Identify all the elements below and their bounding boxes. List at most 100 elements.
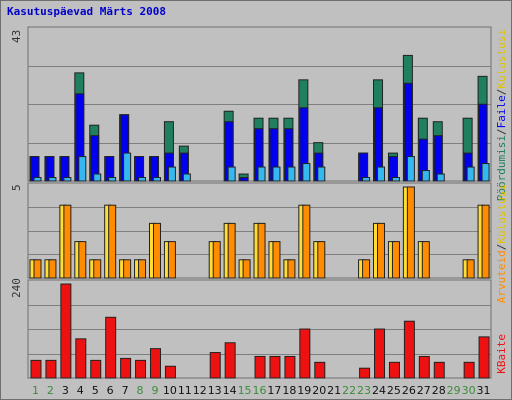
bar-hosts-26 xyxy=(406,186,415,279)
day-label-15: 15 xyxy=(238,384,252,397)
bar-kbytes-17 xyxy=(269,355,281,379)
day-label-21: 21 xyxy=(327,384,341,397)
bar-visits-23 xyxy=(362,177,371,182)
bar-hosts-30 xyxy=(466,259,475,279)
day-label-23: 23 xyxy=(357,384,371,397)
bar-files-23 xyxy=(359,152,369,182)
bar-kbytes-5 xyxy=(90,359,102,379)
bar-kbytes-18 xyxy=(284,355,296,379)
bar-kbytes-4 xyxy=(75,338,87,379)
bar-kbytes-16 xyxy=(254,355,266,379)
bar-hosts-13 xyxy=(212,241,221,279)
bar-kbytes-23 xyxy=(359,367,371,379)
day-label-16: 16 xyxy=(253,384,267,397)
bar-visits-24 xyxy=(377,166,386,182)
day-label-1: 1 xyxy=(32,384,39,397)
bar-visits-27 xyxy=(421,170,430,182)
bar-kbytes-19 xyxy=(299,328,311,379)
bar-hosts-27 xyxy=(421,241,430,279)
bar-visits-16 xyxy=(257,166,266,182)
bar-kbytes-30 xyxy=(463,361,475,379)
bar-visits-14 xyxy=(227,166,236,182)
bar-kbytes-28 xyxy=(433,361,445,379)
bar-visits-1 xyxy=(33,177,42,182)
bar-kbytes-25 xyxy=(388,361,400,379)
bar-hosts-19 xyxy=(302,204,311,279)
bar-files-15 xyxy=(239,177,249,182)
day-label-4: 4 xyxy=(77,384,84,397)
bar-visits-26 xyxy=(406,156,415,182)
bar-visits-6 xyxy=(108,177,117,182)
day-label-25: 25 xyxy=(387,384,401,397)
day-label-12: 12 xyxy=(193,384,207,397)
bar-visits-9 xyxy=(152,177,161,182)
day-label-26: 26 xyxy=(402,384,416,397)
day-label-2: 2 xyxy=(47,384,54,397)
bar-visits-30 xyxy=(466,166,475,182)
bar-kbytes-10 xyxy=(164,365,176,379)
day-label-7: 7 xyxy=(122,384,129,397)
day-label-11: 11 xyxy=(178,384,192,397)
day-label-29: 29 xyxy=(447,384,461,397)
bar-visits-31 xyxy=(481,163,490,182)
bar-kbytes-24 xyxy=(374,328,386,379)
bar-visits-3 xyxy=(63,177,72,182)
bar-kbytes-14 xyxy=(224,342,236,379)
bar-kbytes-2 xyxy=(45,359,57,379)
bar-visits-4 xyxy=(78,156,87,182)
bar-hosts-10 xyxy=(167,241,176,279)
bar-visits-25 xyxy=(391,177,400,182)
bar-kbytes-31 xyxy=(478,336,490,379)
bar-hosts-16 xyxy=(257,222,266,279)
bar-hosts-23 xyxy=(362,259,371,279)
bar-visits-18 xyxy=(287,166,296,182)
bar-kbytes-1 xyxy=(30,359,42,379)
bar-hosts-24 xyxy=(377,222,386,279)
day-label-8: 8 xyxy=(137,384,144,397)
bar-visits-7 xyxy=(123,152,132,182)
bar-hosts-6 xyxy=(108,204,117,279)
day-label-31: 31 xyxy=(477,384,491,397)
day-label-9: 9 xyxy=(151,384,158,397)
day-label-28: 28 xyxy=(432,384,446,397)
day-label-17: 17 xyxy=(267,384,281,397)
day-label-30: 30 xyxy=(462,384,476,397)
bar-visits-10 xyxy=(167,166,176,182)
bar-kbytes-13 xyxy=(209,352,221,379)
bar-kbytes-3 xyxy=(60,283,72,379)
bar-hosts-8 xyxy=(138,259,147,279)
bar-visits-5 xyxy=(93,173,102,182)
bar-hosts-4 xyxy=(78,241,87,279)
bar-kbytes-26 xyxy=(403,320,415,379)
bar-visits-11 xyxy=(182,173,191,182)
bar-hosts-3 xyxy=(63,204,72,279)
day-label-22: 22 xyxy=(342,384,356,397)
bar-hosts-9 xyxy=(152,222,161,279)
bar-visits-19 xyxy=(302,163,311,182)
bar-hosts-1 xyxy=(33,259,42,279)
day-label-20: 20 xyxy=(312,384,326,397)
bar-hosts-5 xyxy=(93,259,102,279)
bar-kbytes-7 xyxy=(120,357,132,379)
bar-visits-17 xyxy=(272,166,281,182)
day-label-6: 6 xyxy=(107,384,114,397)
bar-hosts-31 xyxy=(481,204,490,279)
day-label-5: 5 xyxy=(92,384,99,397)
bar-visits-28 xyxy=(436,173,445,182)
day-label-13: 13 xyxy=(208,384,222,397)
bar-kbytes-8 xyxy=(135,359,147,379)
day-label-3: 3 xyxy=(62,384,69,397)
bar-hosts-2 xyxy=(48,259,57,279)
bar-hosts-7 xyxy=(123,259,132,279)
day-label-27: 27 xyxy=(417,384,431,397)
day-label-10: 10 xyxy=(163,384,177,397)
bar-visits-2 xyxy=(48,177,57,182)
day-label-14: 14 xyxy=(223,384,237,397)
bar-hosts-18 xyxy=(287,259,296,279)
bar-hosts-25 xyxy=(391,241,400,279)
bar-hosts-17 xyxy=(272,241,281,279)
bar-hosts-15 xyxy=(242,259,251,279)
bar-hosts-20 xyxy=(317,241,326,279)
bar-kbytes-27 xyxy=(418,355,430,379)
